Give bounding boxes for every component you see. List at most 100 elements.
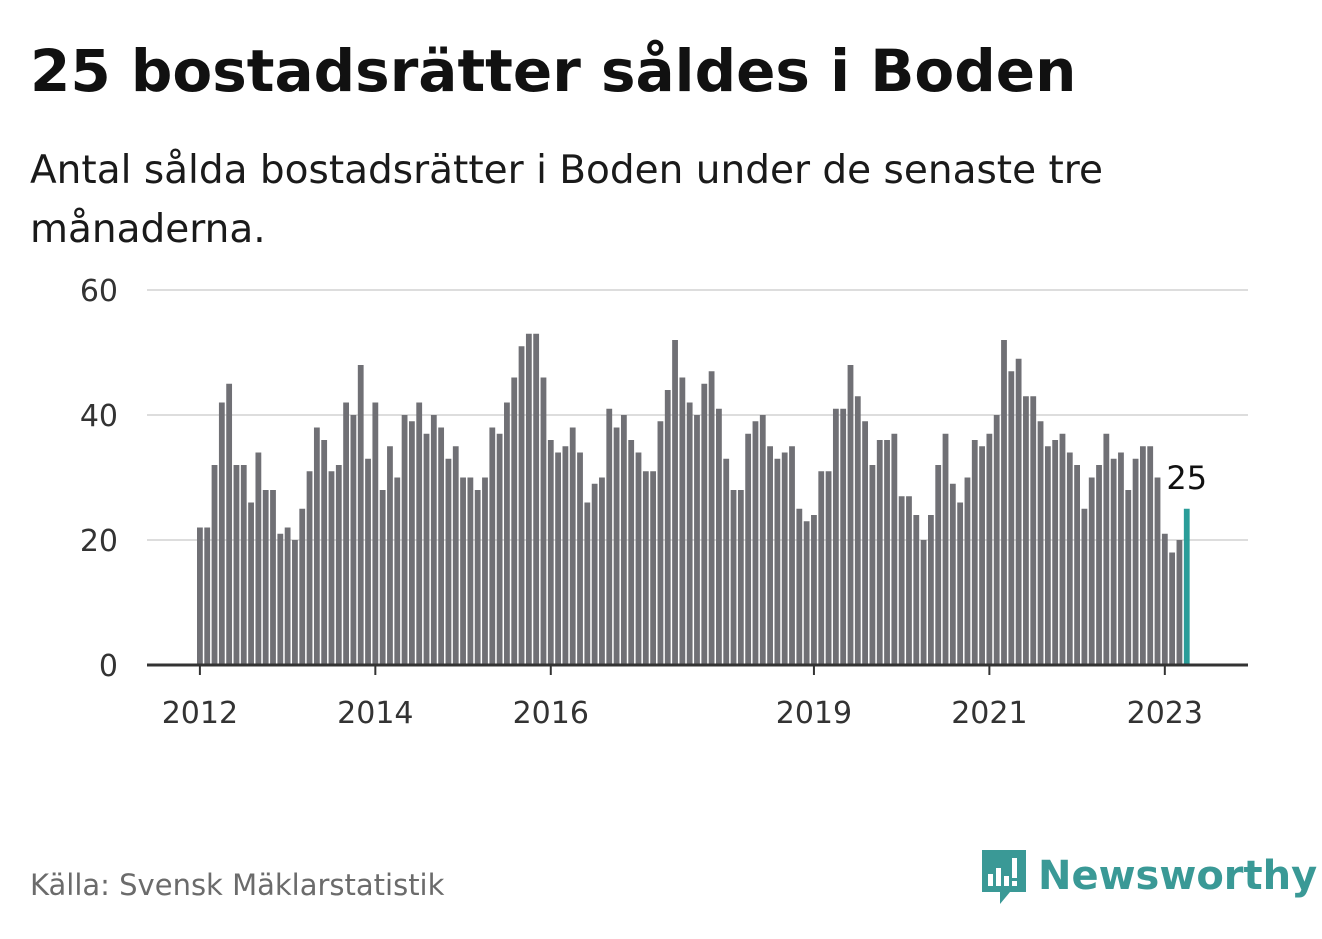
bar	[1125, 490, 1132, 665]
bar	[1139, 446, 1146, 665]
bar	[591, 483, 598, 665]
bar	[408, 421, 415, 665]
bar	[979, 446, 985, 665]
bar	[306, 471, 313, 665]
bar	[248, 502, 254, 665]
bar	[971, 440, 978, 665]
x-tick-label: 2016	[513, 696, 589, 731]
chart-subtitle: Antal sålda bostadsrätter i Boden under …	[30, 148, 1103, 252]
bar	[1103, 433, 1110, 665]
bar	[716, 408, 722, 665]
bar	[569, 427, 576, 665]
bar	[1052, 440, 1059, 665]
bar	[832, 408, 839, 665]
bar	[1008, 371, 1015, 665]
bar-chart: 0 20 40 60 2012 2014 2016 2019 2021 2023 25	[80, 274, 1248, 731]
bar	[928, 515, 934, 665]
bar	[277, 533, 284, 665]
bar	[416, 402, 423, 665]
bar	[898, 496, 905, 665]
bar	[993, 415, 1000, 665]
bar	[562, 446, 569, 665]
bar	[555, 452, 561, 665]
source-note: Källa: Svensk Mäklarstatistik	[30, 868, 445, 902]
bar	[1176, 540, 1183, 665]
bar	[270, 490, 276, 665]
bar	[423, 433, 430, 665]
bar	[854, 396, 861, 665]
bar	[723, 458, 730, 665]
bar	[876, 440, 883, 665]
bar	[694, 415, 700, 665]
bar	[365, 458, 371, 665]
bar	[869, 465, 876, 665]
bar	[387, 446, 393, 665]
x-axis-ticks: 2012 2014 2016 2019 2021 2023	[162, 665, 1203, 731]
bar	[438, 427, 445, 665]
bar	[613, 427, 620, 665]
bar	[460, 477, 466, 665]
bar	[1044, 446, 1051, 665]
bar-highlight	[1183, 508, 1190, 665]
bar	[482, 477, 488, 665]
bar	[774, 458, 781, 665]
bar	[1081, 508, 1088, 665]
bar	[752, 421, 759, 665]
brand-name: Newsworthy	[1038, 853, 1318, 899]
bar	[1030, 396, 1037, 665]
bar	[321, 440, 328, 665]
bar	[767, 446, 773, 665]
bar	[445, 458, 452, 665]
bar	[299, 508, 306, 665]
bar	[1059, 433, 1066, 665]
bar	[620, 415, 627, 665]
bar	[218, 402, 225, 665]
x-tick-label: 2019	[776, 696, 852, 731]
bar	[1169, 552, 1176, 665]
bar	[240, 465, 247, 665]
bar	[686, 402, 693, 665]
bar	[533, 333, 540, 665]
bar	[328, 471, 335, 665]
bar	[657, 421, 664, 665]
bar	[401, 415, 408, 665]
bar	[650, 471, 657, 665]
bar	[489, 427, 496, 665]
bar	[467, 477, 474, 665]
bars	[197, 333, 1190, 665]
bar	[862, 421, 869, 665]
bar	[745, 433, 752, 665]
bar	[1015, 358, 1022, 665]
x-tick-label: 2021	[951, 696, 1027, 731]
bar	[204, 527, 211, 665]
bar	[197, 527, 203, 665]
bar	[525, 333, 532, 665]
bar	[789, 446, 795, 665]
bar	[796, 508, 803, 665]
bar	[430, 415, 437, 665]
bar	[262, 490, 269, 665]
bar	[949, 483, 956, 665]
bar	[313, 427, 320, 665]
bar	[452, 446, 459, 665]
bar	[496, 433, 503, 665]
bar	[1110, 458, 1117, 665]
bar	[957, 502, 964, 665]
bar	[708, 371, 715, 665]
bar	[540, 377, 547, 665]
bar	[379, 490, 386, 665]
bar	[372, 402, 379, 665]
y-tick-label: 40	[80, 399, 118, 434]
chart-title: 25 bostadsrätter såldes i Boden	[30, 37, 1077, 105]
bar	[1074, 465, 1080, 665]
bar	[1088, 477, 1095, 665]
bar	[759, 415, 766, 665]
bar	[1066, 452, 1073, 665]
bar	[1154, 477, 1161, 665]
bar	[394, 477, 401, 665]
bar	[606, 408, 613, 665]
bar	[730, 490, 737, 665]
x-tick-label: 2023	[1127, 696, 1203, 731]
y-tick-label: 60	[80, 274, 118, 309]
bar	[672, 340, 678, 665]
